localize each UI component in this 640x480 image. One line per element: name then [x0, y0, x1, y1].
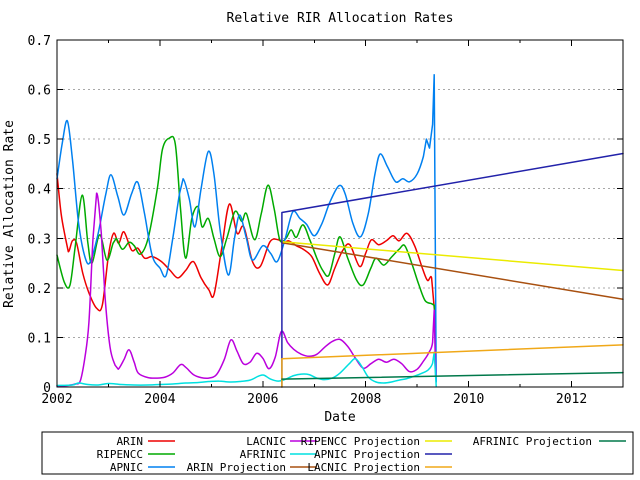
legend-label-apnic-projection: APNIC Projection: [314, 448, 420, 461]
legend-entry-afrinic: AFRINIC: [240, 448, 317, 461]
y-tick-label-0.1: 0.1: [28, 331, 51, 346]
y-axis-title: Relative Allocation Rate: [2, 120, 17, 308]
series-line-lacnic-projection: [281, 344, 624, 388]
legend-entry-ripencc: RIPENCC: [97, 448, 175, 461]
y-tick-label-0: 0: [43, 381, 51, 396]
series-layer: [56, 73, 624, 388]
series-line-ripencc-projection: [281, 241, 624, 272]
series-line-apnic: [56, 73, 437, 383]
legend-entry-apnic: APNIC: [110, 461, 175, 474]
x-tick-label-2002: 2002: [41, 392, 72, 407]
series-line-lacnic: [56, 192, 437, 387]
legend-entry-afrinic-projection: AFRINIC Projection: [473, 435, 626, 448]
x-tick-label-2008: 2008: [350, 392, 381, 407]
legend-entry-lacnic: LACNIC: [246, 435, 317, 448]
x-axis-title: Date: [324, 410, 355, 425]
y-tick-label-0.5: 0.5: [28, 133, 51, 148]
series-line-afrinic: [56, 351, 437, 387]
y-tick-label-0.3: 0.3: [28, 232, 51, 247]
legend-label-afrinic-projection: AFRINIC Projection: [473, 435, 592, 448]
legend-label-lacnic-projection: LACNIC Projection: [307, 461, 420, 474]
legend-entry-arin-projection: ARIN Projection: [187, 461, 317, 474]
series-line-arin: [56, 173, 437, 319]
series-line-ripencc: [56, 135, 437, 329]
legend-label-ripencc: RIPENCC: [97, 448, 143, 461]
chart-title: Relative RIR Allocation Rates: [227, 11, 454, 26]
legend-label-apnic: APNIC: [110, 461, 143, 474]
legend-box: [41, 431, 634, 475]
legend-entry-ripencc-projection: RIPENCC Projection: [301, 435, 452, 448]
series-line-arin-projection: [281, 241, 624, 301]
legend-label-lacnic: LACNIC: [246, 435, 286, 448]
legend-label-afrinic: AFRINIC: [240, 448, 286, 461]
y-tick-label-0.6: 0.6: [28, 84, 51, 99]
x-tick-label-2004: 2004: [144, 392, 175, 407]
legend-label-ripencc-projection: RIPENCC Projection: [301, 435, 420, 448]
series-line-afrinic-projection: [281, 371, 624, 380]
legend-label-arin: ARIN: [117, 435, 144, 448]
x-tick-label-2006: 2006: [247, 392, 278, 407]
plot-border: [56, 39, 624, 388]
y-tick-label-0.4: 0.4: [28, 183, 52, 198]
legend-entry-arin: ARIN: [117, 435, 175, 448]
legend-label-arin-projection: ARIN Projection: [187, 461, 286, 474]
legend-entry-apnic-projection: APNIC Projection: [314, 448, 452, 461]
x-tick-label-2012: 2012: [556, 392, 587, 407]
axes-layer: 2002 2004 2006 2008 2010 2012 0 0.1 0.2 0.3 0.4 0.5…: [28, 34, 624, 407]
grid-layer: [58, 89, 622, 338]
legend-entry-lacnic-projection: LACNIC Projection: [307, 461, 452, 474]
y-tick-label-0.2: 0.2: [28, 282, 51, 297]
series-line-apnic-projection: [281, 152, 624, 388]
y-tick-label-0.7: 0.7: [28, 34, 51, 49]
x-tick-label-2010: 2010: [453, 392, 484, 407]
